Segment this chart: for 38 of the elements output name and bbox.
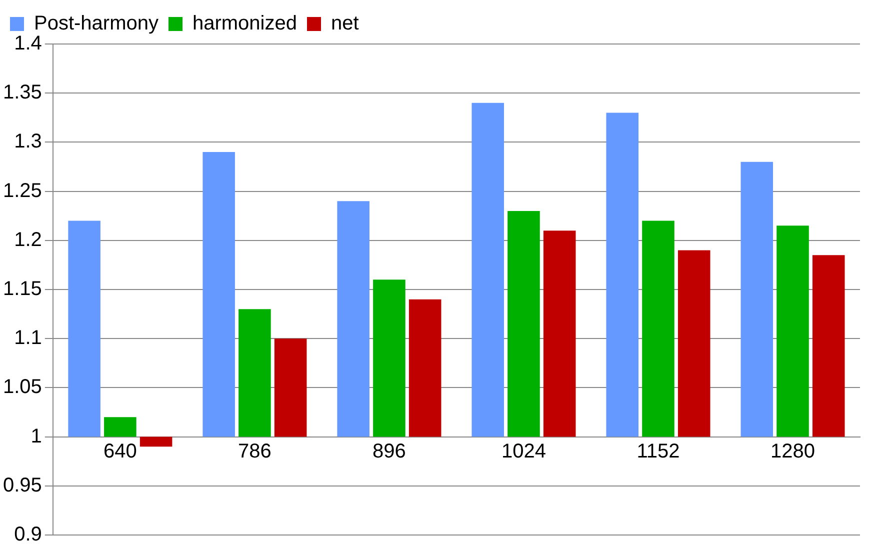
bar	[337, 201, 370, 437]
x-tick-label: 1280	[770, 440, 815, 462]
bar	[543, 230, 576, 437]
x-tick-label: 896	[372, 440, 406, 462]
bar	[508, 210, 540, 437]
bar	[776, 226, 809, 437]
y-tick-label: 1.1	[14, 327, 42, 350]
bar	[642, 220, 674, 437]
bar	[472, 102, 504, 437]
bar	[740, 162, 774, 437]
bar	[373, 280, 406, 437]
y-tick-label: 1.15	[2, 278, 42, 300]
x-tick-label: 1152	[636, 440, 680, 462]
bar	[274, 338, 307, 437]
x-tick-label: 786	[238, 440, 272, 462]
y-tick-label: 1	[30, 425, 42, 448]
y-tick-label: 1.4	[14, 32, 42, 55]
x-tick-label: 1024	[501, 440, 546, 462]
y-tick-label: 1.2	[14, 228, 42, 251]
bar	[812, 255, 845, 437]
y-tick-label: 1.05	[2, 376, 42, 398]
bar	[678, 250, 710, 437]
y-tick-label: 1.3	[14, 130, 42, 153]
legend-label: net	[330, 12, 360, 35]
bar	[408, 299, 442, 437]
y-tick-label: 0.95	[2, 474, 42, 496]
bar	[68, 220, 100, 437]
bar	[606, 112, 639, 437]
bar	[202, 152, 235, 437]
bar	[140, 436, 172, 447]
legend-label: Post-harmony	[34, 12, 158, 35]
legend-label: harmonized	[192, 12, 298, 35]
bar	[104, 417, 136, 437]
x-tick-label: 640	[103, 440, 137, 462]
y-tick-label: 1.25	[2, 180, 42, 202]
bar	[238, 309, 271, 437]
y-tick-label: 1.35	[2, 82, 42, 104]
y-tick-label: 0.9	[14, 524, 42, 546]
